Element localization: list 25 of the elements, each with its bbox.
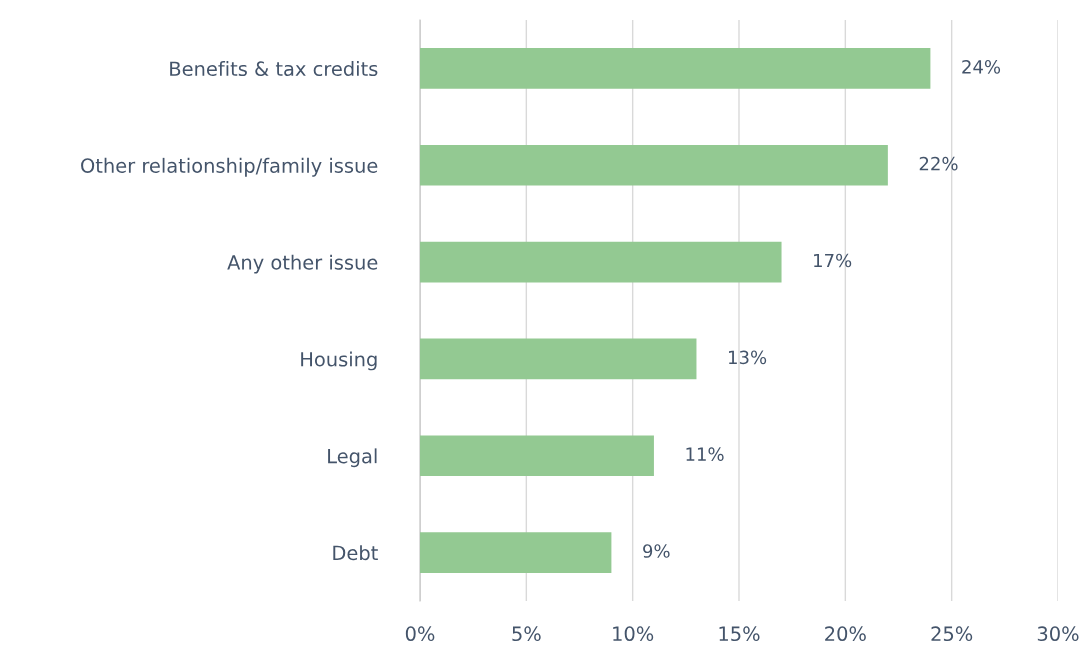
bar — [420, 144, 888, 186]
bar — [420, 48, 931, 89]
x-tick-label: 20% — [825, 626, 866, 642]
data-label: 24% — [962, 60, 1001, 74]
bar — [420, 338, 697, 380]
data-label: 11% — [686, 447, 724, 461]
data-label: 22% — [919, 156, 958, 171]
x-tick-label: 5% — [512, 626, 541, 642]
x-tick-label: 15% — [719, 626, 760, 642]
y-tick-label: Benefits & tax credits — [170, 61, 378, 77]
y-tick-label: Housing — [301, 351, 377, 371]
y-tick-label: Debt — [333, 545, 378, 561]
y-tick-label: Other relationship/family issue — [81, 157, 378, 177]
x-tick-label: 0% — [405, 626, 435, 642]
x-tick-label: 10% — [613, 626, 654, 642]
bar — [420, 532, 612, 573]
y-tick-label: Legal — [328, 448, 377, 468]
data-label: 13% — [729, 350, 767, 365]
data-label: 9% — [643, 544, 670, 558]
bar — [420, 435, 654, 477]
bar — [420, 241, 782, 283]
x-tick-label: 25% — [931, 626, 973, 642]
x-tick-label: 30% — [1037, 626, 1079, 642]
data-label: 17% — [814, 253, 852, 268]
y-tick-label: Any other issue — [227, 254, 378, 274]
